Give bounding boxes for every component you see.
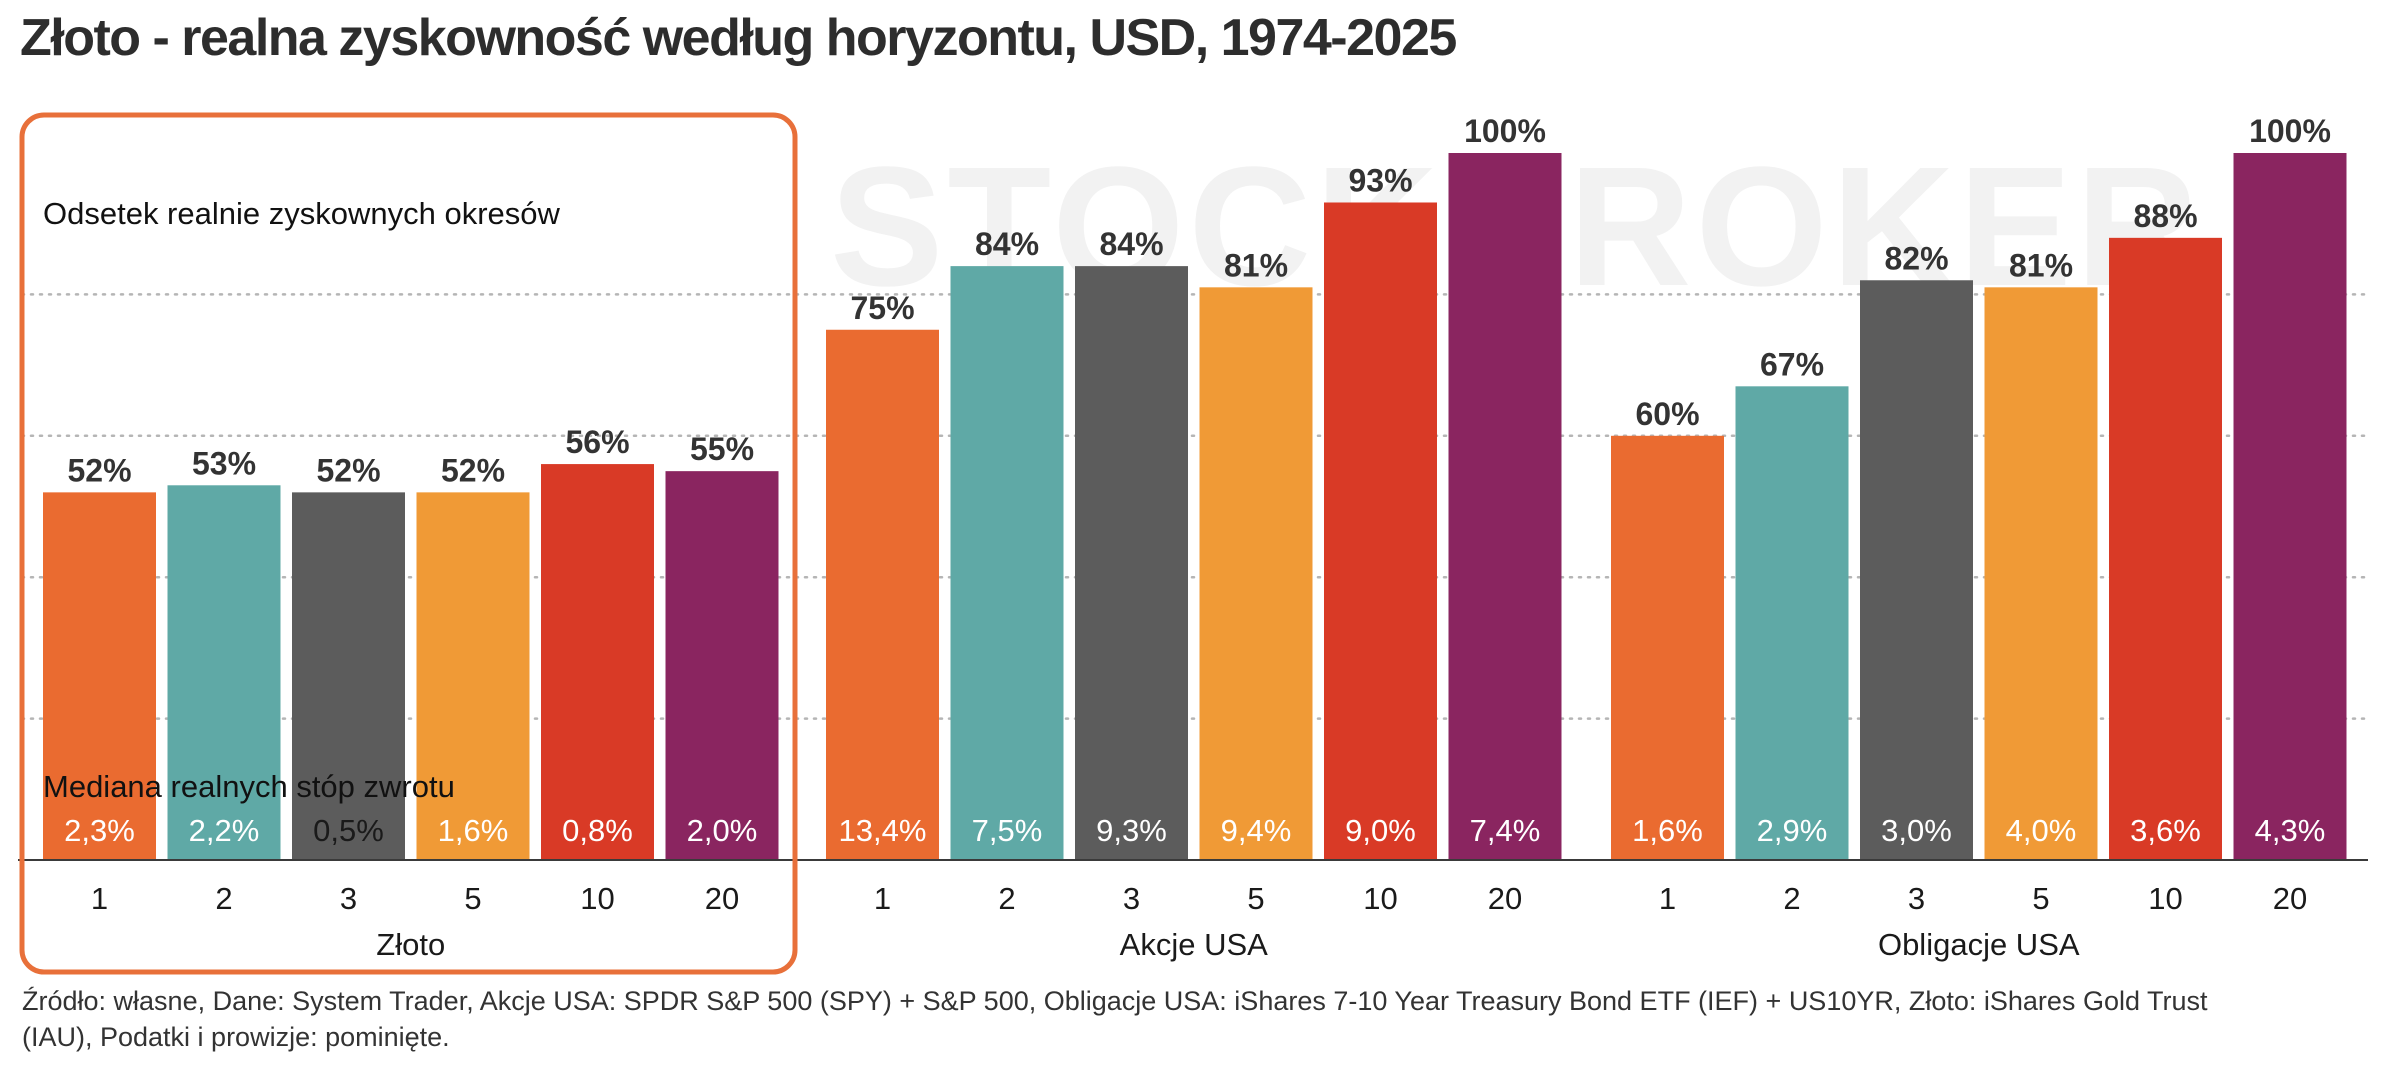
value-label-zloto-10: 56% <box>565 424 629 460</box>
tick-label-zloto-20: 20 <box>705 881 739 916</box>
tick-label-obligacje-usa-20: 20 <box>2273 881 2307 916</box>
tick-label-zloto-2: 2 <box>215 881 232 916</box>
bar-zloto-10 <box>541 464 654 860</box>
value-label-zloto-3: 52% <box>316 452 380 488</box>
bar-zloto-5 <box>416 492 530 860</box>
group-label-obligacje-usa: Obligacje USA <box>1878 927 2080 962</box>
value-label-obligacje-usa-2: 67% <box>1760 346 1824 382</box>
value-label-obligacje-usa-20: 100% <box>2249 113 2331 149</box>
median-label-akcje-usa-10: 9,0% <box>1345 813 1416 848</box>
bar-obligacje-usa-2 <box>1735 386 1849 860</box>
median-label-obligacje-usa-3: 3,0% <box>1881 813 1952 848</box>
labels: 52% 2,3% 1 53% 2,2% 2 52% 0,5% 3 52% 1,6% 5 56% 0,8% 1… <box>64 113 2331 962</box>
value-label-obligacje-usa-3: 82% <box>1884 240 1948 276</box>
median-label-obligacje-usa-2: 2,9% <box>1757 813 1828 848</box>
bar-zloto-2 <box>167 485 281 860</box>
bar-akcje-usa-2 <box>950 266 1064 860</box>
bar-zloto-1 <box>43 492 156 860</box>
source-line-2: (IAU), Podatki i prowizje: pominięte. <box>22 1022 450 1052</box>
bar-zloto-20 <box>665 471 779 860</box>
median-label-zloto-20: 2,0% <box>687 813 758 848</box>
value-label-obligacje-usa-5: 81% <box>2009 247 2073 283</box>
tick-label-akcje-usa-5: 5 <box>1247 881 1264 916</box>
tick-label-zloto-10: 10 <box>580 881 614 916</box>
group-label-zloto: Złoto <box>376 927 445 962</box>
highlight-box <box>19 112 798 975</box>
bar-obligacje-usa-20 <box>2233 153 2347 860</box>
value-label-zloto-2: 53% <box>192 445 256 481</box>
median-label-obligacje-usa-10: 3,6% <box>2130 813 2201 848</box>
median-label-zloto-1: 2,3% <box>64 813 135 848</box>
tick-label-obligacje-usa-2: 2 <box>1783 881 1800 916</box>
tick-label-obligacje-usa-3: 3 <box>1908 881 1925 916</box>
annotation-bottom-metric: Mediana realnych stóp zwrotu <box>43 769 455 804</box>
bar-akcje-usa-1 <box>826 329 939 860</box>
bar-akcje-usa-10 <box>1324 202 1437 861</box>
median-label-akcje-usa-5: 9,4% <box>1221 813 1292 848</box>
tick-label-obligacje-usa-1: 1 <box>1659 881 1676 916</box>
tick-label-akcje-usa-1: 1 <box>874 881 891 916</box>
median-label-zloto-3: 0,5% <box>313 813 384 848</box>
tick-label-obligacje-usa-5: 5 <box>2032 881 2049 916</box>
median-label-obligacje-usa-20: 4,3% <box>2255 813 2326 848</box>
tick-label-akcje-usa-2: 2 <box>998 881 1015 916</box>
median-label-akcje-usa-1: 13,4% <box>839 813 927 848</box>
median-label-zloto-2: 2,2% <box>189 813 260 848</box>
source-line-1: Źródło: własne, Dane: System Trader, Akc… <box>22 986 2208 1016</box>
tick-label-akcje-usa-20: 20 <box>1488 881 1522 916</box>
median-label-obligacje-usa-1: 1,6% <box>1632 813 1703 848</box>
tick-label-zloto-1: 1 <box>91 881 108 916</box>
bar-zloto-3 <box>292 492 405 860</box>
value-label-zloto-20: 55% <box>690 431 754 467</box>
tick-label-akcje-usa-3: 3 <box>1123 881 1140 916</box>
annotation-top-metric: Odsetek realnie zyskownych okresów <box>43 196 561 231</box>
value-label-zloto-1: 52% <box>67 452 131 488</box>
median-label-akcje-usa-3: 9,3% <box>1096 813 1167 848</box>
median-label-obligacje-usa-5: 4,0% <box>2006 813 2077 848</box>
median-label-zloto-10: 0,8% <box>562 813 633 848</box>
tick-label-obligacje-usa-10: 10 <box>2148 881 2182 916</box>
bars <box>43 153 2347 861</box>
median-label-akcje-usa-20: 7,4% <box>1470 813 1541 848</box>
value-label-akcje-usa-5: 81% <box>1224 247 1288 283</box>
bar-obligacje-usa-10 <box>2109 237 2222 861</box>
bar-akcje-usa-20 <box>1448 153 1562 860</box>
gridlines <box>20 293 2370 720</box>
median-label-zloto-5: 1,6% <box>438 813 509 848</box>
bar-akcje-usa-3 <box>1075 266 1188 860</box>
value-label-akcje-usa-10: 93% <box>1348 162 1412 198</box>
tick-label-akcje-usa-10: 10 <box>1363 881 1397 916</box>
value-label-zloto-5: 52% <box>441 452 505 488</box>
value-label-obligacje-usa-1: 60% <box>1635 396 1699 432</box>
value-label-akcje-usa-1: 75% <box>850 290 914 326</box>
bar-obligacje-usa-3 <box>1860 280 1973 860</box>
value-label-obligacje-usa-10: 88% <box>2133 198 2197 234</box>
median-label-akcje-usa-2: 7,5% <box>972 813 1043 848</box>
bar-obligacje-usa-1 <box>1611 435 1724 860</box>
value-label-akcje-usa-3: 84% <box>1099 226 1163 262</box>
value-label-akcje-usa-2: 84% <box>975 226 1039 262</box>
tick-label-zloto-5: 5 <box>464 881 481 916</box>
bar-akcje-usa-5 <box>1199 287 1313 861</box>
bar-obligacje-usa-5 <box>1984 287 2098 861</box>
chart-title: Złoto - realna zyskowność według horyzon… <box>20 9 1456 67</box>
tick-label-zloto-3: 3 <box>340 881 357 916</box>
value-label-akcje-usa-20: 100% <box>1464 113 1546 149</box>
group-label-akcje-usa: Akcje USA <box>1120 927 1268 962</box>
